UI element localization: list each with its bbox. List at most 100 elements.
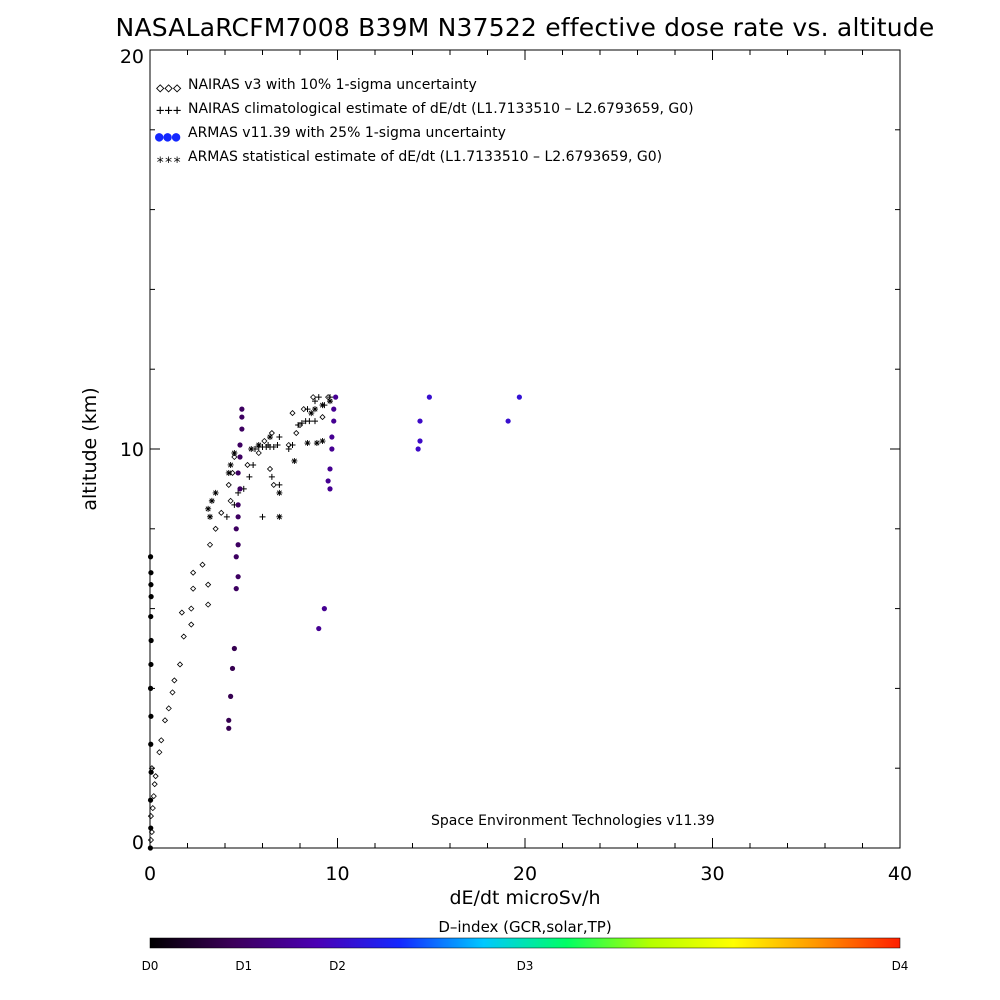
armas-point: [235, 470, 241, 476]
legend-label-armas: ARMAS v11.39 with 25% 1-sigma uncertaint…: [188, 125, 506, 141]
y-axis-label: altitude (km): [79, 387, 101, 510]
nairas-point: [206, 541, 214, 548]
data-marks: [147, 394, 522, 851]
nairas-point: [171, 677, 178, 684]
nairas-point: [150, 793, 157, 800]
nairas-point: [255, 449, 262, 457]
nairas-point: [261, 437, 268, 445]
nairas-point: [176, 661, 184, 668]
armas-stat-point: [319, 402, 326, 409]
armas-point: [331, 418, 337, 424]
nairas-point: [231, 453, 238, 461]
nairas-point: [293, 429, 300, 437]
colorbar-ticks: D0 D1 D2 D3 D4: [142, 959, 909, 973]
armas-point: [147, 797, 154, 803]
armas-stat-point: [327, 398, 333, 405]
armas-stat-point: [276, 489, 283, 496]
x-tick-label-10: 10: [325, 863, 349, 885]
nairas-point: [227, 497, 234, 504]
nairas-clim-point: [295, 422, 302, 429]
nairas-point: [218, 509, 225, 516]
armas-point: [228, 693, 234, 699]
nairas-clim-point: [250, 461, 257, 468]
armas-point: [233, 586, 239, 592]
armas-point: [516, 394, 522, 400]
legend-marker-armas-stat: ***: [156, 155, 181, 171]
armas-stat-point: [207, 513, 213, 520]
nairas-point: [152, 773, 159, 780]
armas-point: [229, 665, 236, 672]
armas-point: [329, 434, 335, 440]
armas-point: [147, 554, 154, 560]
nairas-point: [169, 689, 176, 696]
armas-stat-point: [212, 489, 219, 496]
nairas-point: [188, 605, 195, 612]
nairas-point: [225, 481, 232, 488]
nairas-point: [188, 621, 195, 628]
x-tick-label-0: 0: [144, 863, 156, 885]
legend-marker-nairas-clim: +++: [156, 103, 181, 119]
armas-point: [148, 594, 154, 600]
legend-label-nairas: NAIRAS v3 with 10% 1-sigma uncertainty: [188, 77, 477, 93]
armas-point: [148, 741, 154, 747]
armas-point: [316, 625, 322, 632]
legend-label-armas-stat: ARMAS statistical estimate of dE/dt (L1.…: [188, 149, 662, 165]
nairas-point: [205, 601, 212, 608]
nairas-clim-point: [298, 420, 305, 427]
nairas-point: [229, 469, 236, 477]
nairas-clim-point: [289, 442, 296, 449]
nairas-clim-point: [306, 418, 313, 425]
colorbar-tick-label: D4: [892, 959, 909, 973]
armas-point: [148, 570, 154, 576]
armas-point: [239, 426, 245, 432]
armas-point: [331, 406, 337, 412]
nairas-point: [205, 581, 212, 588]
armas-point: [147, 685, 154, 692]
nairas-clim-point: [268, 473, 275, 480]
armas-point: [233, 526, 239, 532]
nairas-point: [289, 410, 296, 417]
colorbar-tick-label: D3: [517, 959, 534, 973]
armas-stat-point: [291, 457, 298, 464]
chart-title: NASALaRCFM7008 B39M N37522 effective dos…: [116, 13, 935, 42]
legend-marker-nairas: ◇◇◇: [156, 80, 182, 96]
x-axis-label: dE/dt microSv/h: [449, 887, 600, 909]
nairas-clim-point: [315, 394, 322, 401]
armas-point: [237, 442, 243, 448]
armas-point: [226, 725, 232, 731]
x-tick-label-40: 40: [888, 863, 912, 885]
armas-point: [327, 466, 333, 472]
footer-credit: Space Environment Technologies v11.39: [431, 813, 715, 829]
nairas-point: [300, 406, 307, 413]
y-tick-label-0: 0: [132, 832, 144, 854]
legend: ◇◇◇ NAIRAS v3 with 10% 1-sigma uncertain…: [155, 77, 694, 171]
nairas-point: [165, 705, 172, 712]
y-tick-label-20: 20: [120, 46, 144, 68]
nairas-clim-point: [276, 481, 283, 488]
armas-point: [239, 414, 245, 420]
nairas-point: [310, 394, 317, 401]
x-tick-label-20: 20: [513, 863, 537, 885]
armas-stat-point: [304, 440, 311, 447]
armas-point: [333, 394, 339, 400]
nairas-point: [147, 813, 155, 820]
nairas-point: [190, 569, 197, 576]
armas-point: [148, 825, 154, 831]
nairas-clim-point: [223, 513, 230, 520]
nairas-point: [149, 805, 156, 812]
armas-point: [148, 769, 154, 775]
nairas-point: [319, 414, 326, 421]
armas-stat-point: [255, 442, 262, 449]
nairas-clim-point: [304, 406, 311, 413]
nairas-point: [178, 609, 185, 616]
nairas-clim-point: [235, 489, 242, 496]
nairas-point: [190, 585, 197, 592]
armas-point: [505, 418, 511, 424]
armas-point: [235, 514, 241, 520]
armas-point: [325, 478, 331, 484]
armas-point: [148, 613, 154, 620]
armas-stat-point: [308, 410, 315, 417]
nairas-point: [266, 465, 274, 473]
armas-point: [321, 606, 327, 612]
